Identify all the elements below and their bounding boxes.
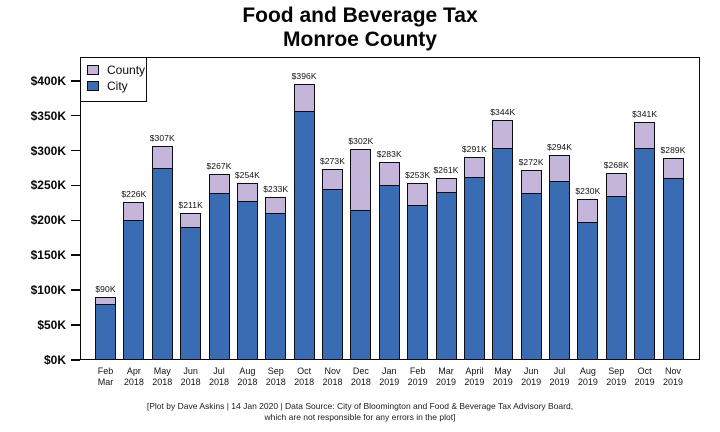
y-tick-label: $50K bbox=[37, 318, 66, 333]
x-tick-label: Jun 2019 bbox=[521, 366, 542, 387]
bar-total-label: $230K bbox=[575, 186, 601, 197]
bar-city-segment bbox=[463, 177, 485, 360]
bar-total-label: $90K bbox=[95, 284, 116, 295]
y-tick-mark bbox=[71, 184, 80, 187]
bar-city-segment bbox=[634, 147, 656, 360]
y-tick-mark bbox=[71, 114, 80, 117]
bar-city-segment bbox=[549, 180, 570, 360]
y-tick-mark bbox=[71, 324, 80, 326]
legend-label-county: County bbox=[107, 63, 146, 77]
bar-total-label: $233K bbox=[263, 184, 289, 195]
bar-city-segment bbox=[123, 220, 145, 360]
y-tick-label: $300K bbox=[30, 143, 66, 158]
bar-city-segment bbox=[577, 222, 599, 360]
bar-total-label: $289K bbox=[660, 145, 686, 156]
bar-city-segment bbox=[605, 195, 627, 360]
y-tick-label: $250K bbox=[30, 178, 66, 193]
x-tick-label: Jun 2018 bbox=[180, 366, 201, 387]
y-tick-mark bbox=[71, 149, 80, 152]
x-tick-label: Apr 2018 bbox=[123, 366, 144, 387]
y-tick-mark bbox=[71, 359, 80, 361]
x-tick-label: Mar 2019 bbox=[435, 366, 457, 387]
bar-city-segment bbox=[492, 147, 514, 360]
bar-city-segment bbox=[208, 193, 230, 360]
y-tick-label: $100K bbox=[30, 283, 66, 298]
bar-total-label: $272K bbox=[518, 157, 544, 168]
x-tick-label: Sep 2018 bbox=[265, 366, 286, 387]
bar-city-segment bbox=[435, 192, 457, 360]
x-tick-label: May 2019 bbox=[492, 366, 513, 387]
legend-item-county: County bbox=[87, 64, 146, 76]
bar-city-segment bbox=[378, 184, 400, 360]
x-tick-label: Aug 2018 bbox=[237, 366, 258, 387]
x-tick-label: Oct 2018 bbox=[294, 366, 315, 387]
legend-label-city: City bbox=[107, 79, 128, 93]
bar-total-label: $253K bbox=[405, 170, 431, 181]
y-tick-mark bbox=[71, 254, 80, 257]
chart-title: Food and Beverage Tax Monroe County bbox=[0, 4, 720, 52]
bar-city-segment bbox=[322, 188, 343, 360]
bar-total-label: $302K bbox=[348, 136, 374, 147]
x-tick-label: Jul 2018 bbox=[208, 366, 230, 387]
bar-total-label: $291K bbox=[461, 143, 487, 154]
x-tick-label: Jan 2019 bbox=[379, 366, 400, 387]
bar-total-label: $261K bbox=[433, 164, 459, 175]
x-tick-label: Aug 2019 bbox=[577, 366, 598, 387]
x-tick-label: May 2018 bbox=[152, 366, 173, 387]
bar-total-label: $396K bbox=[291, 70, 317, 81]
x-tick-label: Dec 2018 bbox=[350, 366, 371, 387]
bar-city-segment bbox=[520, 193, 542, 360]
y-tick-mark bbox=[71, 289, 80, 291]
bar-city-segment bbox=[662, 178, 684, 360]
chart-title-line1: Food and Beverage Tax bbox=[242, 4, 478, 27]
bar-total-label: $226K bbox=[121, 189, 147, 200]
y-tick-label: $0K bbox=[43, 353, 66, 367]
bar-city-segment bbox=[265, 213, 287, 360]
x-tick-label: Jul 2019 bbox=[549, 366, 570, 387]
bar-city-segment bbox=[95, 304, 116, 360]
bar-city-segment bbox=[180, 227, 202, 360]
y-tick-label: $200K bbox=[30, 213, 66, 228]
x-tick-label: April 2019 bbox=[464, 366, 485, 387]
attribution-line2: which are not responsible for any errors… bbox=[264, 412, 456, 422]
legend-item-city: City bbox=[87, 80, 146, 92]
x-tick-label: Nov 2018 bbox=[322, 366, 343, 387]
bar-total-label: $307K bbox=[149, 132, 175, 143]
x-tick-label: Nov 2019 bbox=[662, 366, 684, 387]
bar-total-label: $283K bbox=[376, 149, 402, 160]
bar-total-label: $341K bbox=[632, 108, 658, 119]
bar-city-segment bbox=[350, 209, 372, 360]
x-tick-label: Feb Mar bbox=[97, 366, 114, 387]
attribution-line1: [Plot by Dave Askins | 14 Jan 2020 | Dat… bbox=[146, 401, 574, 411]
attribution-note: [Plot by Dave Askins | 14 Jan 2020 | Dat… bbox=[0, 401, 720, 423]
bar-total-label: $211K bbox=[178, 199, 203, 210]
bar-city-segment bbox=[407, 205, 429, 360]
bar-total-label: $294K bbox=[546, 141, 573, 152]
y-tick-label: $400K bbox=[30, 73, 66, 88]
bar-city-segment bbox=[151, 168, 173, 360]
bar-total-label: $344K bbox=[490, 106, 516, 117]
x-tick-label: Oct 2019 bbox=[634, 366, 655, 387]
city-swatch-icon bbox=[87, 81, 99, 91]
x-tick-label: Feb 2019 bbox=[407, 366, 428, 387]
legend: County City bbox=[80, 57, 147, 102]
bar-total-label: $254K bbox=[234, 169, 260, 180]
y-tick-label: $350K bbox=[30, 108, 66, 123]
chart-title-line2: Monroe County bbox=[283, 28, 437, 51]
bar-total-label: $273K bbox=[319, 156, 346, 167]
bar-total-label: $267K bbox=[206, 160, 232, 171]
y-tick-mark bbox=[71, 79, 80, 82]
bar-total-label: $268K bbox=[603, 159, 629, 170]
y-tick-label: $150K bbox=[30, 248, 66, 263]
y-tick-mark bbox=[71, 219, 80, 222]
bar-city-segment bbox=[293, 111, 315, 360]
x-tick-label: Sep 2019 bbox=[606, 366, 627, 387]
bar-city-segment bbox=[236, 200, 258, 360]
county-swatch-icon bbox=[87, 65, 99, 75]
